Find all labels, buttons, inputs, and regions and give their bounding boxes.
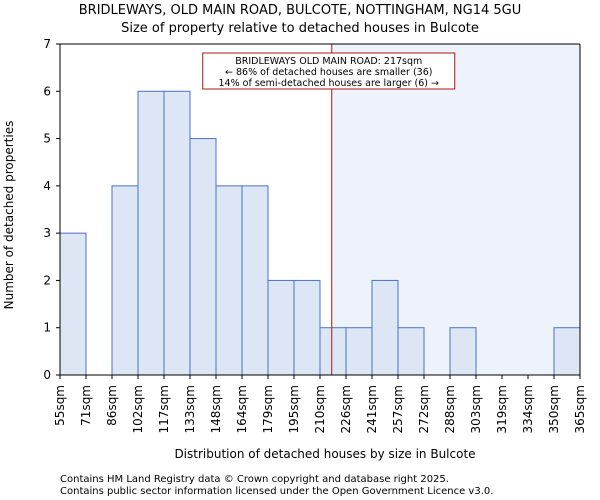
bar-86sqm — [111, 185, 139, 376]
y-tick-label: 6 — [43, 84, 51, 98]
bar-179sqm — [267, 279, 295, 376]
annotation-border — [202, 52, 456, 90]
x-tick-label: 86sqm — [105, 385, 119, 426]
plot-area: BRIDLEWAYS OLD MAIN ROAD: 217sqm ← 86% o… — [43, 37, 587, 433]
bar-55sqm — [59, 232, 87, 376]
x-tick-label: 133sqm — [183, 385, 197, 433]
x-tick-label: 179sqm — [261, 385, 275, 433]
annotation-box: BRIDLEWAYS OLD MAIN ROAD: 217sqm ← 86% o… — [202, 52, 456, 90]
x-tick-label: 303sqm — [469, 385, 483, 433]
annotation-line-1: BRIDLEWAYS OLD MAIN ROAD: 217sqm — [235, 56, 422, 67]
x-tick-label: 71sqm — [79, 385, 93, 426]
bar-350sqm — [553, 327, 581, 376]
x-tick-label: 102sqm — [131, 385, 145, 433]
x-tick-label: 148sqm — [209, 385, 223, 433]
x-tick-label: 164sqm — [235, 385, 249, 433]
x-tick-label: 350sqm — [547, 385, 561, 433]
x-axis-label: Distribution of detached houses by size … — [174, 447, 475, 461]
bar-117sqm — [163, 90, 191, 376]
y-tick-label: 5 — [43, 132, 51, 146]
footer-line-1: Contains HM Land Registry data © Crown c… — [60, 474, 449, 485]
bar-148sqm — [215, 185, 243, 376]
x-tick-label: 210sqm — [313, 385, 327, 433]
x-tick-label: 195sqm — [287, 385, 301, 433]
x-tick-label: 334sqm — [521, 385, 535, 433]
bar-133sqm — [189, 138, 217, 376]
y-axis-label: Number of detached properties — [2, 121, 16, 310]
x-tick-label: 226sqm — [339, 385, 353, 433]
bar-241sqm — [371, 279, 399, 376]
y-tick-label: 3 — [43, 226, 51, 240]
x-tick-label: 241sqm — [365, 385, 379, 433]
y-tick-label: 1 — [43, 321, 51, 335]
y-tick-label: 2 — [43, 273, 51, 287]
chart-title: BRIDLEWAYS, OLD MAIN ROAD, BULCOTE, NOTT… — [79, 3, 522, 18]
x-tick-label: 288sqm — [443, 385, 457, 433]
bar-226sqm — [345, 327, 373, 376]
x-tick-label: 117sqm — [157, 385, 171, 433]
chart-subtitle: Size of property relative to detached ho… — [121, 21, 479, 36]
annotation-line-3: 14% of semi-detached houses are larger (… — [219, 78, 439, 89]
x-tick-label: 55sqm — [53, 385, 67, 426]
bar-102sqm — [137, 90, 165, 376]
x-tick-label: 365sqm — [573, 385, 587, 433]
x-tick-label: 272sqm — [417, 385, 431, 433]
bar-257sqm — [397, 327, 425, 376]
y-ticks-group: 0 1 2 3 4 5 6 7 — [43, 37, 60, 382]
x-ticks-group: 55sqm 71sqm 86sqm 102sqm 117sqm 133sqm 148sqm 1… — [53, 375, 587, 433]
x-tick-label: 319sqm — [495, 385, 509, 433]
bar-164sqm — [241, 185, 269, 376]
footer-line-2: Contains public sector information licen… — [60, 486, 493, 497]
annotation-line-2: ← 86% of detached houses are smaller (36… — [225, 67, 432, 78]
bar-195sqm — [293, 279, 321, 376]
larger-region-highlight — [331, 44, 580, 375]
bars-group — [59, 90, 581, 376]
y-tick-label: 0 — [43, 368, 51, 382]
y-tick-label: 4 — [43, 179, 51, 193]
bar-210sqm — [319, 327, 347, 376]
bar-288sqm — [449, 327, 477, 376]
y-tick-label: 7 — [43, 37, 51, 51]
x-tick-label: 257sqm — [391, 385, 405, 433]
